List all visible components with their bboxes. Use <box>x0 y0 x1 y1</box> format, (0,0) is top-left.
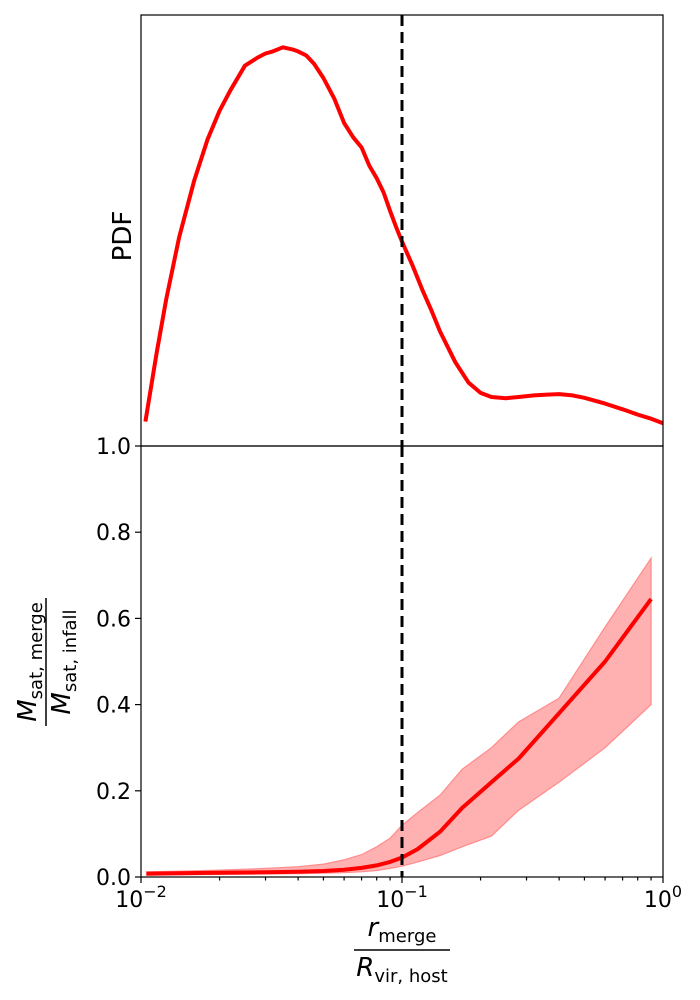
xlabel-denominator: Rvir, host <box>356 953 447 987</box>
ylabel-denominator: Msat, infall <box>47 609 81 714</box>
y-tick-label: 0.0 <box>96 866 131 891</box>
percentile-band <box>145 556 652 876</box>
x-tick-label: 10−2 <box>115 882 167 913</box>
top-ylabel: PDF <box>108 211 138 262</box>
y-tick-label: 0.6 <box>96 607 131 632</box>
y-tick-label: 0.8 <box>96 521 131 546</box>
bottom-y-ticks: 0.0 0.2 0.4 0.6 0.8 1.0 <box>96 435 141 891</box>
bottom-xlabel: rmerge Rvir, host <box>354 913 450 987</box>
x-tick-label: 10−1 <box>376 882 428 913</box>
ylabel-numerator: Msat, merge <box>13 602 47 722</box>
y-tick-label: 0.4 <box>96 694 131 719</box>
y-tick-label: 1.0 <box>96 435 131 460</box>
bottom-ylabel: Msat, merge Msat, infall <box>13 598 81 726</box>
median-series-line <box>146 597 653 876</box>
top-panel: PDF <box>108 14 664 447</box>
bottom-x-ticks: 10−2 10−1 100 <box>115 877 682 913</box>
y-tick-label: 0.2 <box>96 780 131 805</box>
pdf-series-line <box>143 45 664 426</box>
xlabel-numerator: rmerge <box>368 913 437 947</box>
x-tick-label: 100 <box>644 882 682 913</box>
bottom-panel: 0.0 0.2 0.4 0.6 0.8 1.0 10−2 10−1 100 Msat, mer… <box>13 435 682 987</box>
